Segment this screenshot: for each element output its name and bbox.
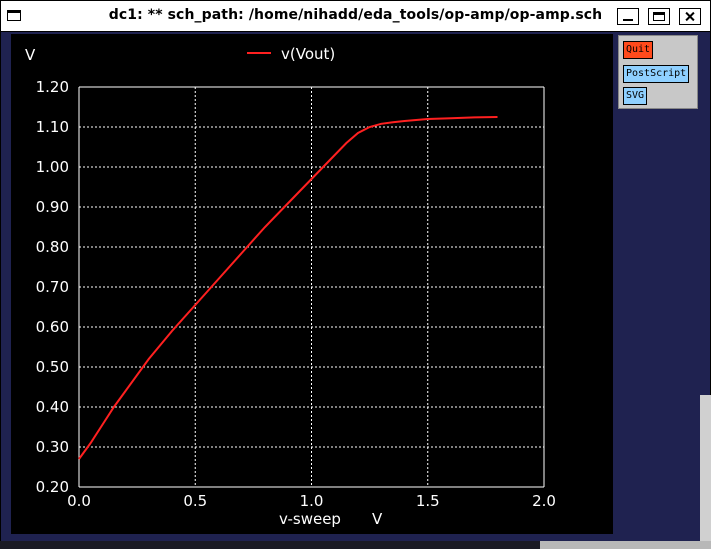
svg-button[interactable]: SVG bbox=[623, 87, 648, 105]
y-tick-label: 1.20 bbox=[36, 78, 69, 96]
y-tick-label: 0.60 bbox=[36, 318, 69, 336]
x-tick-label: 0.5 bbox=[183, 492, 207, 510]
y-tick-label: 0.30 bbox=[36, 438, 69, 456]
y-tick-label: 0.40 bbox=[36, 398, 69, 416]
desktop-edge bbox=[0, 541, 711, 549]
background-window-edge bbox=[700, 395, 711, 545]
x-tick-label: 1.5 bbox=[416, 492, 440, 510]
y-tick-label: 0.50 bbox=[36, 358, 69, 376]
title-bar[interactable]: dc1: ** sch_path: /home/nihadd/eda_tools… bbox=[1, 1, 710, 32]
y-tick-label: 1.00 bbox=[36, 158, 69, 176]
legend-label: v(Vout) bbox=[281, 45, 335, 63]
x-tick-label: 0.0 bbox=[67, 492, 91, 510]
y-tick-label: 0.90 bbox=[36, 198, 69, 216]
maximize-icon[interactable] bbox=[648, 8, 670, 25]
x-axis-label: v-sweep bbox=[279, 510, 341, 528]
x-axis-unit: V bbox=[372, 510, 383, 528]
y-tick-label: 1.10 bbox=[36, 118, 69, 136]
trace-vout[interactable] bbox=[78, 116, 498, 460]
plot-area[interactable]: 0.20 0.30 0.40 0.50 0.60 0.70 0.80 0.90 1.00 1.10… bbox=[11, 34, 613, 534]
x-tick-label: 1.0 bbox=[300, 492, 324, 510]
y-tick-label: 0.80 bbox=[36, 238, 69, 256]
quit-button[interactable]: Quit bbox=[623, 41, 654, 59]
minimize-icon[interactable] bbox=[617, 8, 639, 25]
control-panel: Quit PostScript SVG bbox=[618, 35, 698, 109]
postscript-button[interactable]: PostScript bbox=[623, 65, 690, 83]
y-tick-labels: 0.20 0.30 0.40 0.50 0.60 0.70 0.80 0.90 1.00 1.10… bbox=[36, 78, 69, 496]
window-title: dc1: ** sch_path: /home/nihadd/eda_tools… bbox=[108, 7, 603, 23]
close-icon[interactable] bbox=[679, 8, 701, 25]
y-tick-label: 0.70 bbox=[36, 278, 69, 296]
x-tick-label: 2.0 bbox=[532, 492, 556, 510]
dc-sweep-chart[interactable]: 0.20 0.30 0.40 0.50 0.60 0.70 0.80 0.90 1.00 1.10… bbox=[11, 34, 613, 534]
y-tick-label: 0.20 bbox=[36, 478, 69, 496]
background-window-bottom bbox=[540, 541, 711, 549]
grid-layer bbox=[78, 86, 545, 488]
y-axis-unit: V bbox=[25, 46, 36, 64]
x-tick-labels: 0.0 0.5 1.0 1.5 2.0 bbox=[67, 492, 556, 510]
window-menu-icon[interactable] bbox=[7, 10, 21, 21]
